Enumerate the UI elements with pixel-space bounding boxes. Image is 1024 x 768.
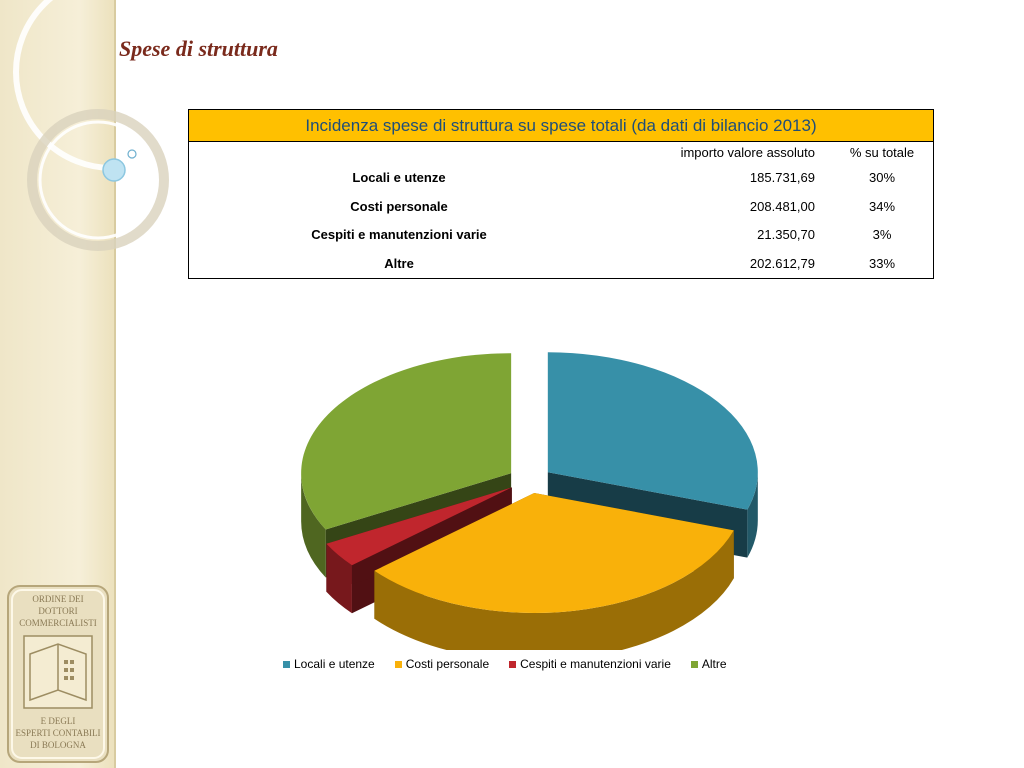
- svg-text:ESPERTI CONTABILI: ESPERTI CONTABILI: [16, 728, 101, 738]
- pie-slice-wall: [326, 487, 512, 592]
- svg-text:COMMERCIALISTI: COMMERCIALISTI: [19, 618, 97, 628]
- table-row: Costi personale 208.481,00 34%: [189, 193, 933, 222]
- legend-item: Altre: [690, 657, 727, 671]
- table-caption: Incidenza spese di struttura su spese to…: [189, 110, 933, 142]
- svg-text:DI BOLOGNA: DI BOLOGNA: [30, 740, 86, 750]
- pie-slice-rim: [301, 473, 326, 578]
- column-header-percent: % su totale: [849, 145, 915, 160]
- table-header-row: importo valore assoluto % su totale: [189, 142, 933, 164]
- legend-label: Costi personale: [405, 657, 490, 671]
- legend-item: Locali e utenze: [283, 657, 375, 671]
- page-title: Spese di struttura: [119, 36, 278, 61]
- row-percent: 3%: [872, 227, 892, 243]
- legend-swatch: [690, 660, 698, 668]
- row-percent: 34%: [868, 198, 896, 214]
- pie-slice-top: [374, 492, 734, 613]
- expense-table: Incidenza spese di struttura su spese to…: [188, 109, 934, 280]
- row-percent: 30%: [868, 170, 896, 185]
- row-label: Altre: [384, 255, 414, 271]
- legend-swatch: [394, 660, 402, 668]
- pie-slice-rim: [747, 472, 758, 558]
- row-value: 21.350,70: [757, 227, 815, 243]
- legend-label: Locali e utenze: [294, 657, 375, 671]
- legend-item: Cespiti e manutenzioni varie: [509, 657, 671, 671]
- row-percent: 33%: [868, 255, 896, 271]
- legend-item: Costi personale: [394, 657, 490, 671]
- legend-label: Altre: [701, 657, 727, 671]
- decorative-rings: [13, 0, 200, 251]
- svg-text:E DEGLI: E DEGLI: [41, 716, 76, 726]
- table-row: Altre 202.612,79 33%: [189, 250, 933, 279]
- row-value: 202.612,79: [749, 255, 815, 271]
- column-header-importo: importo valore assoluto: [680, 145, 815, 160]
- pie-chart: [301, 352, 758, 650]
- row-label: Costi personale: [350, 198, 448, 214]
- legend-swatch: [283, 660, 290, 668]
- row-value: 185.731,69: [749, 170, 815, 185]
- pie-slice: [374, 492, 734, 650]
- pie-slice-top: [326, 487, 512, 566]
- organization-logo: ORDINE DEI DOTTORI COMMERCIALISTI E DEGL…: [7, 585, 109, 763]
- row-label: Cespiti e manutenzioni varie: [311, 227, 487, 243]
- legend-label: Cespiti e manutenzioni varie: [520, 657, 671, 671]
- table-row: Locali e utenze 185.731,69 30%: [189, 164, 933, 193]
- pie-slice-rim: [326, 543, 352, 614]
- svg-text:ORDINE DEI: ORDINE DEI: [32, 594, 83, 604]
- legend-swatch: [509, 660, 517, 668]
- pie-slice-top: [547, 352, 758, 510]
- pie-slice-rim: [374, 530, 734, 650]
- table-row: Cespiti e manutenzioni varie 21.350,70 3…: [189, 221, 933, 250]
- row-value: 208.481,00: [749, 198, 815, 214]
- chart-legend: Locali e utenze Costi personale Cespiti …: [283, 657, 727, 671]
- row-label: Locali e utenze: [352, 170, 446, 185]
- pie-slice-top: [301, 353, 512, 530]
- svg-text:DOTTORI: DOTTORI: [38, 606, 77, 616]
